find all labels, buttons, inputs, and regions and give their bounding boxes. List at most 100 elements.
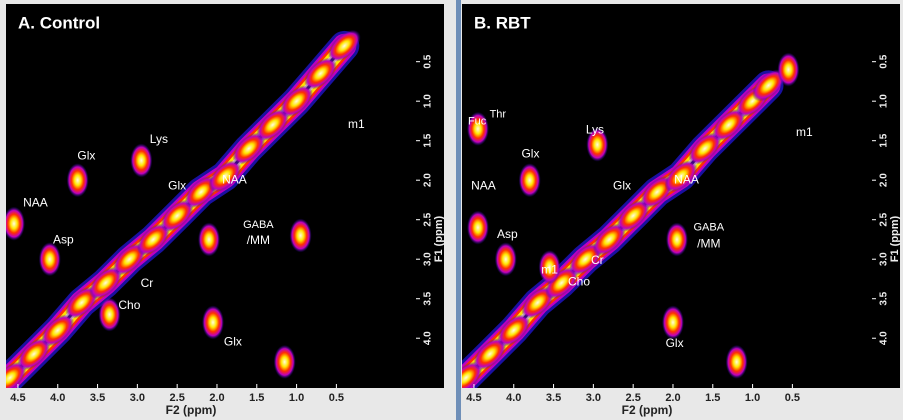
cross-peak <box>661 305 684 340</box>
diagonal-peak <box>462 361 483 388</box>
cross-peak <box>466 210 489 245</box>
divider <box>456 0 461 420</box>
panel-title: B. RBT <box>474 13 531 32</box>
diagonal-peak <box>208 160 242 193</box>
x-tick-label: 3.0 <box>130 392 145 404</box>
diagonal-peak <box>304 57 337 90</box>
x-tick-label: 2.5 <box>626 392 641 404</box>
y-tick-label: 4.0 <box>423 331 434 345</box>
y-tick-label: 0.5 <box>879 54 890 68</box>
x-tick-label: 1.0 <box>745 392 760 404</box>
x-tick-label: 2.0 <box>665 392 680 404</box>
diagonal-peak <box>328 29 361 62</box>
cross-peak <box>494 242 517 277</box>
peak-label: Fuc <box>468 116 487 128</box>
y-tick-label: 3.0 <box>423 252 434 266</box>
peak-label: Cr <box>141 276 154 290</box>
x-tick-label: 1.0 <box>289 392 304 404</box>
x-axis-title: F2 (ppm) <box>622 403 673 417</box>
cross-peak <box>38 242 61 277</box>
peak-label: Asp <box>53 232 74 246</box>
peak-label: NAA <box>23 195 48 209</box>
diagonal-peak <box>569 243 602 276</box>
panel-title: A. Control <box>18 13 100 32</box>
y-tick-label: 1.5 <box>423 133 434 147</box>
cross-peak <box>538 250 561 285</box>
diagonal-peak <box>41 314 75 347</box>
peak-label: NAA <box>471 179 496 193</box>
peak-label: Cho <box>568 274 590 288</box>
diagonal-peak <box>592 223 626 256</box>
x-tick-label: 3.0 <box>586 392 601 404</box>
diagonal-peak <box>65 286 98 319</box>
diagonal-peak <box>160 199 194 232</box>
y-tick-label: 3.5 <box>879 291 890 305</box>
y-tick-label: 1.0 <box>879 94 890 108</box>
cross-peak <box>198 222 221 257</box>
y-tick-label: 1.0 <box>423 94 434 108</box>
diagonal-peak <box>616 199 650 232</box>
peak-label: Thr <box>490 109 507 121</box>
peak-label: Lys <box>586 123 604 137</box>
x-tick-label: 2.5 <box>170 392 185 404</box>
cross-peak <box>586 127 609 162</box>
peak-label: Glx <box>77 149 95 163</box>
y-tick-label: 2.0 <box>423 173 434 187</box>
diagonal-peak <box>545 266 578 299</box>
y-axis-title: F1 (ppm) <box>433 215 445 262</box>
y-tick-label: 3.0 <box>879 252 890 266</box>
diagonal-peak <box>521 286 554 319</box>
cross-peak <box>466 111 489 146</box>
peak-label: GABA <box>243 219 274 231</box>
diagonal-peak <box>89 266 122 299</box>
peak-label: m1 <box>348 117 365 131</box>
diagonal-peak <box>473 338 507 371</box>
diagonal-peak <box>232 132 266 165</box>
y-tick-label: 2.0 <box>879 173 890 187</box>
peak-label: Glx <box>224 334 242 348</box>
diagonal-peak <box>256 108 289 141</box>
diagonal-peak <box>280 85 313 118</box>
diagonal-peak <box>712 108 745 141</box>
spectrum <box>462 52 800 388</box>
cross-peak <box>130 143 153 178</box>
diagonal-peak <box>688 132 722 165</box>
y-tick-label: 2.5 <box>423 212 434 226</box>
peak-label: Glx <box>168 179 186 193</box>
cross-peak <box>665 222 688 257</box>
peak-label: Cho <box>118 298 140 312</box>
x-axis-title: F2 (ppm) <box>166 403 217 417</box>
peak-label: GABA <box>694 222 725 234</box>
y-tick-label: 4.0 <box>879 331 890 345</box>
peak-label: m1 <box>796 125 813 139</box>
peak-label: Glx <box>666 336 684 350</box>
x-tick-label: 0.5 <box>785 392 800 404</box>
cross-peak <box>201 305 224 340</box>
x-tick-label: 1.5 <box>249 392 264 404</box>
peak-label: Glx <box>521 146 539 160</box>
x-tick-label: 4.0 <box>506 392 521 404</box>
peak-label: Cr <box>591 253 604 267</box>
x-tick-label: 0.5 <box>329 392 344 404</box>
diagonal-peak <box>6 361 27 388</box>
cross-peak <box>518 163 541 198</box>
diagonal-peak <box>113 243 146 276</box>
cross-peak <box>98 297 121 332</box>
peak-label: /MM <box>697 236 720 250</box>
cross-peak <box>66 163 89 198</box>
peak-label: Glx <box>613 179 631 193</box>
cross-peak <box>725 344 748 379</box>
peak-label: Asp <box>497 227 518 241</box>
x-tick-label: 3.5 <box>90 392 105 404</box>
diagonal-peak <box>17 338 51 371</box>
x-tick-label: 2.0 <box>209 392 224 404</box>
peak-label: m1 <box>541 262 558 276</box>
x-tick-label: 4.0 <box>50 392 65 404</box>
spectrum <box>6 29 361 388</box>
diagonal-peak <box>664 160 698 193</box>
y-tick-label: 3.5 <box>423 291 434 305</box>
diagonal-peak <box>136 223 170 256</box>
x-tick-label: 1.5 <box>705 392 720 404</box>
